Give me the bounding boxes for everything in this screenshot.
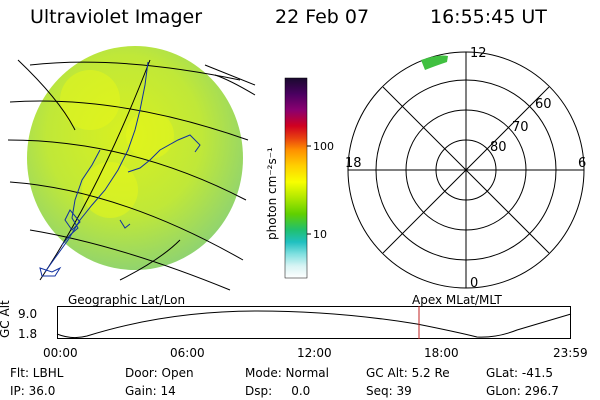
- timeline-xtick-1200: 12:00: [297, 346, 332, 360]
- apex-label: Apex MLat/MLT: [412, 293, 502, 307]
- mlat-label-60: 60: [535, 97, 552, 112]
- info-gain: Gain: 14: [125, 384, 176, 398]
- timeline-xtick-0000: 00:00: [43, 346, 78, 360]
- mlt-label-0: 0: [470, 276, 479, 291]
- timeline-axis-title: GC Alt: [0, 300, 12, 338]
- colorbar-tick-10: 10: [313, 228, 327, 241]
- coastline: [39, 61, 201, 277]
- altitude-timeline: [56, 306, 572, 339]
- mlt-label-6: 6: [578, 156, 587, 171]
- time-label: 16:55:45 UT: [430, 6, 547, 28]
- mlt-label-18: 18: [345, 156, 362, 171]
- info-mode: Mode: Normal: [245, 366, 329, 380]
- colorbar-unit-label: photon cm⁻²s⁻¹: [265, 147, 279, 240]
- mlt-label-12: 12: [470, 46, 487, 61]
- info-ip: IP: 36.0: [10, 384, 56, 398]
- colorbar: [284, 77, 311, 279]
- date-label: 22 Feb 07: [275, 6, 370, 28]
- timeline-ytick-1-8: 1.8: [18, 327, 38, 341]
- colorbar-tick-100: 100: [313, 140, 334, 153]
- instrument-title: Ultraviolet Imager: [30, 6, 203, 28]
- info-filter: Flt: LBHL: [10, 366, 64, 380]
- info-glon: GLon: 296.7: [486, 384, 559, 398]
- info-door: Door: Open: [125, 366, 194, 380]
- timeline-xtick-0600: 06:00: [170, 346, 205, 360]
- mlat-label-70: 70: [512, 120, 529, 135]
- aurora-patch: [421, 55, 448, 70]
- info-sequence: Seq: 39: [366, 384, 412, 398]
- geographic-label: Geographic Lat/Lon: [68, 293, 186, 307]
- timeline-xtick-2359: 23:59: [553, 346, 588, 360]
- info-gc-altitude: GC Alt: 5.2 Re: [366, 366, 450, 380]
- info-glat: GLat: -41.5: [486, 366, 553, 380]
- mlat-label-80: 80: [490, 140, 507, 155]
- timeline-xtick-1800: 18:00: [424, 346, 459, 360]
- earth-disk: [27, 46, 243, 270]
- geographic-grid: [7, 59, 256, 291]
- uv-image-panel: [7, 46, 256, 291]
- timeline-ytick-9: 9.0: [18, 307, 38, 321]
- info-dsp: Dsp: 0.0: [245, 384, 311, 398]
- polar-plot: [347, 51, 585, 289]
